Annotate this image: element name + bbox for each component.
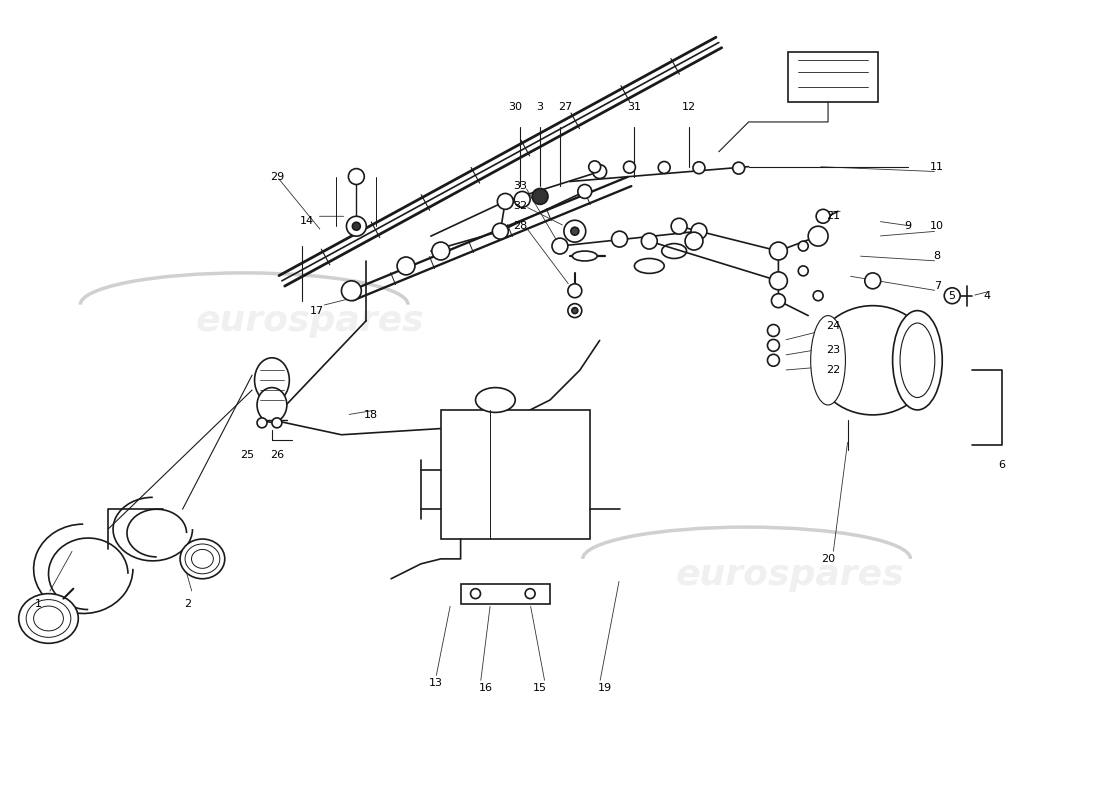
Ellipse shape [813, 306, 933, 415]
Text: 29: 29 [270, 171, 284, 182]
Text: eurospares: eurospares [196, 303, 424, 338]
Circle shape [552, 238, 568, 254]
Ellipse shape [475, 387, 515, 413]
Text: 27: 27 [558, 102, 572, 112]
Circle shape [272, 418, 282, 428]
Text: 6: 6 [999, 459, 1005, 470]
Circle shape [768, 339, 780, 351]
Circle shape [568, 284, 582, 298]
Text: 3: 3 [537, 102, 543, 112]
Circle shape [612, 231, 627, 247]
Circle shape [813, 290, 823, 301]
Ellipse shape [811, 315, 846, 405]
Circle shape [770, 272, 788, 290]
Circle shape [257, 418, 267, 428]
Text: 18: 18 [364, 410, 378, 420]
Circle shape [685, 232, 703, 250]
Circle shape [641, 233, 658, 249]
Text: 20: 20 [821, 554, 835, 564]
Circle shape [799, 266, 808, 276]
Circle shape [532, 189, 548, 204]
Circle shape [816, 210, 831, 223]
Text: 26: 26 [270, 450, 284, 460]
Text: 9: 9 [904, 222, 911, 231]
Circle shape [588, 161, 601, 173]
Bar [789, 53, 878, 102]
Text: 16: 16 [478, 683, 493, 693]
Circle shape [352, 222, 361, 230]
Circle shape [578, 185, 592, 198]
Text: 31: 31 [627, 102, 641, 112]
Text: 4: 4 [983, 290, 990, 301]
Text: 15: 15 [534, 683, 547, 693]
Circle shape [564, 220, 585, 242]
Text: 17: 17 [309, 306, 323, 316]
Ellipse shape [254, 358, 289, 402]
Circle shape [671, 218, 688, 234]
Text: 21: 21 [826, 211, 840, 222]
Circle shape [572, 308, 578, 314]
Text: 33: 33 [514, 182, 527, 191]
Circle shape [346, 216, 366, 236]
Text: 32: 32 [513, 202, 527, 211]
Text: 28: 28 [513, 222, 527, 231]
Text: 11: 11 [931, 162, 944, 172]
Text: eurospares: eurospares [676, 558, 904, 592]
Text: 24: 24 [826, 321, 840, 330]
Ellipse shape [635, 258, 664, 274]
Ellipse shape [892, 310, 943, 410]
Text: 22: 22 [826, 366, 840, 375]
Circle shape [944, 288, 960, 304]
Text: 30: 30 [508, 102, 522, 112]
Bar [461, 584, 550, 603]
Circle shape [770, 242, 788, 260]
Text: 13: 13 [429, 678, 443, 688]
Circle shape [693, 162, 705, 174]
Circle shape [515, 191, 530, 207]
Circle shape [624, 161, 636, 173]
Ellipse shape [662, 243, 686, 258]
Circle shape [397, 257, 415, 275]
Circle shape [799, 241, 808, 251]
Text: 7: 7 [934, 281, 940, 290]
Circle shape [658, 162, 670, 174]
Circle shape [432, 242, 450, 260]
Circle shape [593, 165, 606, 178]
Ellipse shape [19, 594, 78, 643]
Text: 8: 8 [934, 251, 940, 261]
Text: 5: 5 [948, 290, 956, 301]
Circle shape [525, 589, 535, 598]
Circle shape [571, 227, 579, 235]
Text: 2: 2 [184, 598, 191, 609]
Text: 1: 1 [35, 598, 42, 609]
Text: 19: 19 [597, 683, 612, 693]
Circle shape [497, 194, 514, 210]
Circle shape [771, 294, 785, 308]
Bar [441, 410, 590, 539]
Circle shape [733, 162, 745, 174]
Circle shape [471, 589, 481, 598]
Circle shape [865, 273, 881, 289]
Circle shape [341, 281, 361, 301]
Circle shape [493, 223, 508, 239]
Circle shape [808, 226, 828, 246]
Circle shape [768, 354, 780, 366]
Text: 25: 25 [240, 450, 254, 460]
Text: 12: 12 [682, 102, 696, 112]
Circle shape [568, 304, 582, 318]
Text: 23: 23 [826, 346, 840, 355]
Circle shape [768, 325, 780, 337]
Ellipse shape [180, 539, 224, 578]
Ellipse shape [257, 387, 287, 422]
Circle shape [691, 223, 707, 239]
Circle shape [349, 169, 364, 185]
Ellipse shape [572, 251, 597, 261]
Text: 10: 10 [931, 222, 944, 231]
Text: 14: 14 [299, 216, 314, 226]
